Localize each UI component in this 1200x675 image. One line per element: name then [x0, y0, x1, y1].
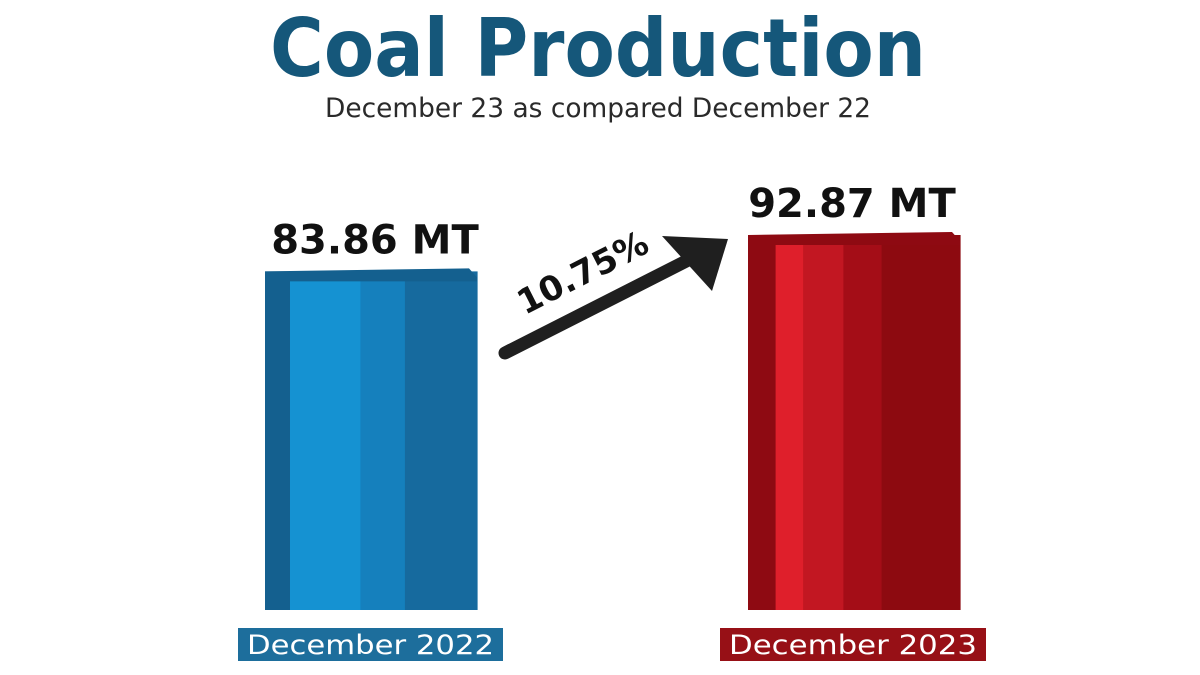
bar-stripe: [843, 235, 883, 610]
growth-arrow: [498, 236, 728, 360]
category-label: December 2023: [729, 630, 977, 661]
arrow-shaft: [498, 243, 715, 360]
chart-subtitle: December 23 as compared December 22: [325, 93, 871, 124]
bar-stripe: [404, 271, 478, 610]
labels-layer: 83.86 MT December 2022 92.87 MT December 20…: [238, 181, 986, 661]
chart-title: Coal Production: [270, 2, 926, 95]
bar-stripe: [881, 235, 961, 610]
bar-stripe: [748, 235, 777, 610]
bar-december-2023: [748, 232, 961, 610]
bar-stripe: [775, 235, 804, 610]
category-label-background: [238, 628, 503, 661]
category-label: December 2022: [247, 630, 494, 661]
bar-stripe: [803, 235, 844, 610]
bar-stripe: [360, 271, 406, 610]
bar-top-edge: [265, 268, 477, 282]
bar-top-edge: [748, 232, 960, 245]
bar-stripe: [265, 271, 291, 610]
arrow-head: [662, 236, 728, 291]
value-label: 83.86 MT: [271, 217, 479, 263]
category-label-background: [720, 628, 986, 661]
bars-layer: [265, 232, 961, 610]
value-label: 92.87 MT: [748, 181, 956, 227]
bar-december-2022: [265, 268, 478, 610]
bar-stripe: [290, 271, 361, 610]
